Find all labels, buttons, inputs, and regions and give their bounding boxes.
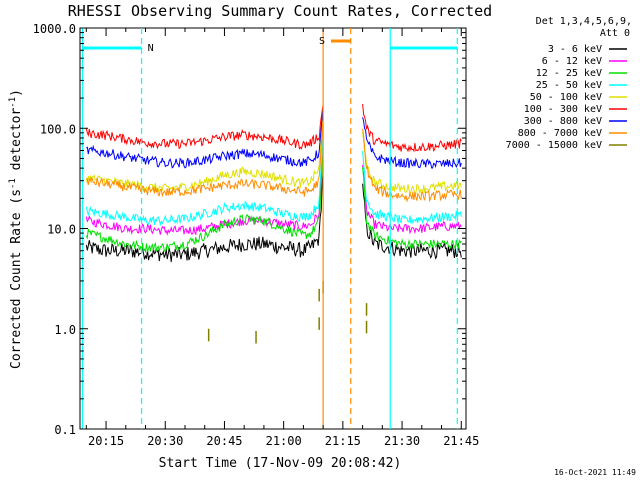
axis-layer: 1000.0 100.0 10.0 1.0 0.1 20:15 20:30 20:45 21:0… xyxy=(33,22,480,448)
x-tick-label: 21:30 xyxy=(384,434,420,448)
y-axis-label-main: Corrected Count Rate (s xyxy=(9,189,24,369)
legend-item-label: 300 - 800 keV xyxy=(524,116,602,127)
annotation-label-S: S xyxy=(319,36,325,47)
x-tick-label: 21:00 xyxy=(266,434,302,448)
y-tick-label: 1000.0 xyxy=(33,22,76,36)
series-line xyxy=(85,171,324,262)
legend-item-label: 800 - 7000 keV xyxy=(518,128,602,139)
timestamp: 16-Oct-2021 11:49 xyxy=(554,468,636,477)
legend-header-attenuator: Att 0 xyxy=(600,28,630,39)
x-tick-label: 20:15 xyxy=(88,434,124,448)
legend-item-label: 100 - 300 keV xyxy=(524,104,602,115)
series-line xyxy=(85,149,324,254)
series-line xyxy=(362,117,462,169)
legend-item-label: 7000 - 15000 keV xyxy=(506,140,602,151)
series-line xyxy=(85,108,324,193)
series-2 xyxy=(85,149,462,254)
series-line xyxy=(86,118,324,198)
x-tick-label: 20:45 xyxy=(206,434,242,448)
chart-title: RHESSI Observing Summary Count Rates, Co… xyxy=(68,2,492,20)
y-tick-label: 1.0 xyxy=(54,323,76,337)
y-axis-label-end: ) xyxy=(9,89,24,97)
x-tick-label: 21:15 xyxy=(325,434,361,448)
legend-item-label: 25 - 50 keV xyxy=(536,80,602,91)
legend-item-label: 6 - 12 keV xyxy=(542,56,602,67)
annotation-label-N: N xyxy=(148,43,154,54)
legend-item-label: 3 - 6 keV xyxy=(548,44,602,55)
legend-header-detectors: Det 1,3,4,5,6,9, xyxy=(536,16,632,27)
marker-layer: NS xyxy=(81,28,458,429)
plot-area-frame xyxy=(79,27,467,430)
x-tick-label: 20:30 xyxy=(147,434,183,448)
legend-item-label: 50 - 100 keV xyxy=(530,92,602,103)
x-axis-label: Start Time (17-Nov-09 20:08:42) xyxy=(159,456,402,471)
series-8 xyxy=(207,280,368,344)
y-axis-label-exp2: -1 xyxy=(8,97,18,108)
series-line xyxy=(85,104,324,150)
y-tick-label: 100.0 xyxy=(40,122,76,136)
y-axis-label-mid: detector xyxy=(9,108,24,179)
series-6 xyxy=(86,108,462,169)
series-line xyxy=(85,148,324,237)
series-line xyxy=(362,131,462,195)
legend-item-label: 12 - 25 keV xyxy=(536,68,602,79)
y-tick-label: 0.1 xyxy=(54,423,76,437)
series-layer xyxy=(85,104,462,344)
series-7 xyxy=(86,118,462,203)
series-3 xyxy=(85,133,462,227)
series-4 xyxy=(85,108,462,195)
y-axis-label-exp1: -1 xyxy=(8,178,18,189)
series-line xyxy=(362,151,462,225)
series-line xyxy=(85,133,324,227)
y-tick-label: 10.0 xyxy=(47,223,76,237)
series-line xyxy=(362,128,462,203)
series-line xyxy=(362,164,462,235)
series-5 xyxy=(85,104,462,153)
x-tick-label: 21:45 xyxy=(443,434,479,448)
series-line xyxy=(362,104,462,153)
series-1 xyxy=(85,148,462,237)
series-line xyxy=(86,108,324,169)
series-line xyxy=(362,167,462,250)
y-axis-label: Corrected Count Rate (s-1 detector-1) xyxy=(8,89,24,369)
